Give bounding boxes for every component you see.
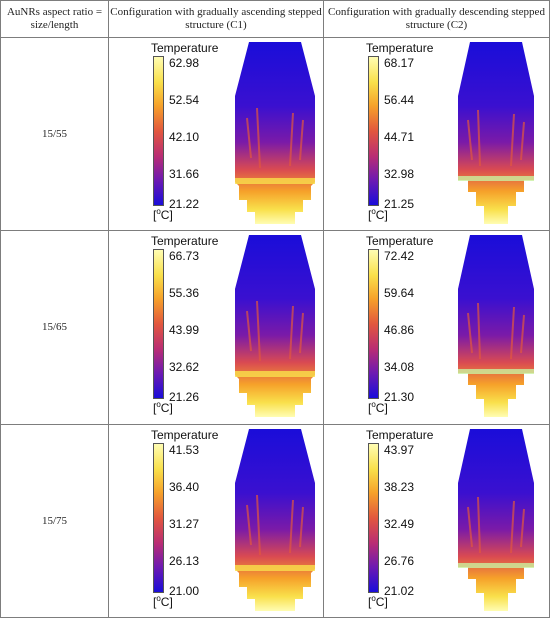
colorbar-tick: 32.49 xyxy=(384,516,415,531)
row-15-75: 15/75 Temperature 41.53 36.40 31.27 26.1… xyxy=(0,423,550,619)
header-row: AuNRs aspect ratio = size/length Configu… xyxy=(0,0,550,38)
colorbar-tick: 56.44 xyxy=(384,93,415,107)
unit-label: [oC] xyxy=(368,207,388,222)
colorbar-tick: 26.13 xyxy=(169,553,200,568)
row-label: 15/55 xyxy=(0,36,109,232)
colorbar-tick: 72.42 xyxy=(384,249,415,264)
legend-title: Temperature xyxy=(151,427,219,442)
colorbar-tick: 44.71 xyxy=(384,130,415,144)
colorbar-tick: 32.62 xyxy=(169,360,200,375)
colorbar-tick: 68.17 xyxy=(384,56,415,70)
row-15-65: 15/65 Temperature 66.73 55.36 43.99 32.6… xyxy=(0,230,550,425)
heatmap-panel: Temperature 43.97 38.23 32.49 26.76 21.0… xyxy=(324,425,538,615)
colorbar xyxy=(368,442,379,593)
unit-label: [oC] xyxy=(153,400,173,416)
unit-label: [oC] xyxy=(368,593,388,609)
legend-title: Temperature xyxy=(366,234,434,249)
panel-c2-15-55: Temperature 68.17 56.44 44.71 32.98 21.2… xyxy=(323,36,550,232)
colorbar-tick: 34.08 xyxy=(384,360,415,375)
colorbar-tick: 36.40 xyxy=(169,479,200,494)
colorbar-tick: 43.97 xyxy=(384,442,415,457)
colorbar-tick: 46.86 xyxy=(384,323,415,338)
colorbar-tick: 38.23 xyxy=(384,479,415,494)
heatmap-panel: Temperature 41.53 36.40 31.27 26.13 21.0… xyxy=(109,425,323,615)
temperature-field-ascending xyxy=(235,428,315,611)
colorbar-tick: 21.30 xyxy=(384,390,415,405)
panel-c1-15-75: Temperature 41.53 36.40 31.27 26.13 21.0… xyxy=(108,423,324,619)
colorbar-tick: 59.64 xyxy=(384,286,415,301)
colorbar-tick: 32.98 xyxy=(384,167,415,181)
colorbar xyxy=(368,56,379,206)
colorbar-tick: 21.02 xyxy=(384,583,415,598)
colorbar-tick: 21.00 xyxy=(169,583,200,598)
temperature-field-descending xyxy=(458,428,534,611)
legend-title: Temperature xyxy=(151,234,219,249)
legend-title: Temperature xyxy=(366,41,434,55)
heatmap-panel: Temperature 62.98 52.54 42.10 31.66 21.2… xyxy=(109,38,323,228)
colorbar-tick: 66.73 xyxy=(169,249,200,264)
colorbar xyxy=(153,442,164,593)
colorbar-tick: 21.25 xyxy=(384,197,415,211)
colorbar xyxy=(153,56,164,206)
colorbar-tick: 31.66 xyxy=(169,167,200,181)
panel-c2-15-75: Temperature 43.97 38.23 32.49 26.76 21.0… xyxy=(323,423,550,619)
colorbar-tick: 55.36 xyxy=(169,286,200,301)
header-c1: Configuration with gradually ascending s… xyxy=(108,0,324,38)
legend-title: Temperature xyxy=(366,427,434,442)
unit-label: [oC] xyxy=(368,400,388,416)
heatmap-panel: Temperature 72.42 59.64 46.86 34.08 21.3… xyxy=(324,231,538,421)
legend-title: Temperature xyxy=(151,41,219,55)
colorbar-tick: 42.10 xyxy=(169,130,200,144)
colorbar-tick: 43.99 xyxy=(169,323,200,338)
colorbar-tick: 41.53 xyxy=(169,442,200,457)
colorbar-tick: 52.54 xyxy=(169,93,200,107)
temperature-field-ascending xyxy=(235,42,315,224)
header-aspect-ratio: AuNRs aspect ratio = size/length xyxy=(0,0,109,38)
colorbar xyxy=(153,249,164,400)
unit-label: [oC] xyxy=(153,207,173,222)
colorbar-tick: 31.27 xyxy=(169,516,200,531)
panel-c1-15-55: Temperature 62.98 52.54 42.10 31.66 21.2… xyxy=(108,36,324,232)
row-15-55: 15/55 Temperature 62.98 52.54 42.10 31.6… xyxy=(0,36,550,232)
colorbar-tick: 21.26 xyxy=(169,390,200,405)
colorbar xyxy=(368,249,379,400)
temperature-field-descending xyxy=(458,42,534,224)
heatmap-panel: Temperature 66.73 55.36 43.99 32.62 21.2… xyxy=(109,231,323,421)
heatmap-panel: Temperature 68.17 56.44 44.71 32.98 21.2… xyxy=(324,38,538,228)
temperature-field-descending xyxy=(458,235,534,418)
row-label: 15/65 xyxy=(0,230,109,425)
colorbar-tick: 26.76 xyxy=(384,553,415,568)
row-label: 15/75 xyxy=(0,423,109,619)
unit-label: [oC] xyxy=(153,593,173,609)
panel-c2-15-65: Temperature 72.42 59.64 46.86 34.08 21.3… xyxy=(323,230,550,425)
temperature-field-ascending xyxy=(235,235,315,418)
colorbar-tick: 21.22 xyxy=(169,197,200,211)
header-c2: Configuration with gradually descending … xyxy=(323,0,550,38)
panel-c1-15-65: Temperature 66.73 55.36 43.99 32.62 21.2… xyxy=(108,230,324,425)
colorbar-tick: 62.98 xyxy=(169,56,200,70)
